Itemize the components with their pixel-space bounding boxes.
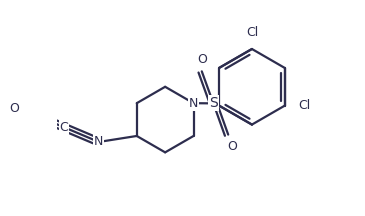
Text: O: O (9, 102, 19, 115)
Text: O: O (227, 140, 237, 153)
Text: C: C (60, 121, 69, 134)
Text: O: O (197, 52, 207, 65)
Text: N: N (94, 135, 104, 148)
Text: S: S (209, 96, 218, 110)
Text: Cl: Cl (299, 99, 311, 112)
Text: Cl: Cl (246, 26, 258, 39)
Text: N: N (189, 97, 198, 110)
